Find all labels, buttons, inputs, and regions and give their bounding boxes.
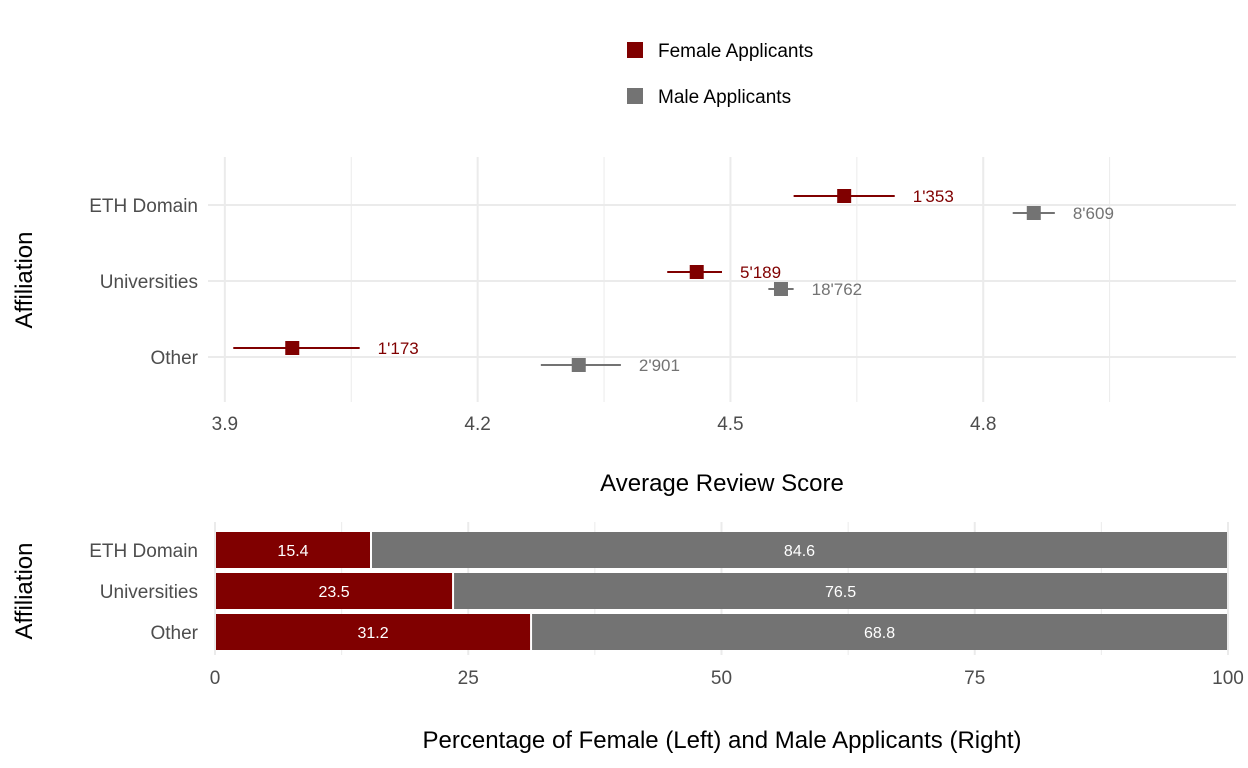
x-tick-4-8: 4.8 xyxy=(970,414,996,435)
percentage-x-ticks: 0 25 50 75 100 xyxy=(210,668,1244,689)
legend-label-female-applicants: Female Applicants xyxy=(658,41,813,62)
count-label-female-applicants-eth-domain: 1'353 xyxy=(913,187,954,206)
y-tick-eth-domain: ETH Domain xyxy=(89,541,198,562)
legend-key-male-applicants xyxy=(627,88,643,104)
y-tick-other: Other xyxy=(150,623,198,644)
x-tick-100: 100 xyxy=(1212,668,1244,689)
x-tick-25: 25 xyxy=(458,668,479,689)
legend-key-female-applicants xyxy=(627,42,643,58)
bar-female-applicants-universities xyxy=(216,573,453,609)
x-tick-4-5: 4.5 xyxy=(717,414,743,435)
count-label-female-applicants-universities: 5'189 xyxy=(740,263,781,282)
review-score-marks: 1'353 5'189 1'173 8'609 18'762 2'901 xyxy=(233,187,1114,375)
legend-label-male-applicants: Male Applicants xyxy=(658,87,791,108)
bar-male-applicants-universities xyxy=(454,573,1227,609)
review-score-y-axis-title: Affiliation xyxy=(11,232,38,329)
bar-female-applicants-other xyxy=(216,614,531,650)
y-tick-universities: Universities xyxy=(100,582,198,603)
bar-label-male-applicants-universities: 76.5 xyxy=(825,584,856,601)
bar-label-female-applicants-universities: 23.5 xyxy=(318,584,349,601)
percentage-bars: 15.4 84.6 23.5 76.5 31.2 68.8 xyxy=(216,532,1227,650)
count-label-male-applicants-universities: 18'762 xyxy=(812,280,863,299)
review-score-x-ticks: 3.9 4.2 4.5 4.8 xyxy=(212,414,997,435)
x-tick-0: 0 xyxy=(210,668,221,689)
bar-female-applicants-eth-domain xyxy=(216,532,371,568)
point-female-applicants-other xyxy=(285,341,300,355)
bar-label-male-applicants-eth-domain: 84.6 xyxy=(784,543,815,560)
point-female-applicants-eth-domain xyxy=(837,189,852,203)
x-tick-3-9: 3.9 xyxy=(212,414,238,435)
bar-male-applicants-other xyxy=(532,614,1227,650)
point-male-applicants-eth-domain xyxy=(1026,206,1041,220)
review-score-y-ticks: ETH Domain Universities Other xyxy=(89,196,198,369)
y-tick-eth-domain: ETH Domain xyxy=(89,196,198,217)
bar-label-male-applicants-other: 68.8 xyxy=(864,625,895,642)
point-male-applicants-universities xyxy=(773,282,788,296)
review-score-gridlines xyxy=(208,157,1236,402)
review-score-panel: 1'353 5'189 1'173 8'609 18'762 2'901 ETH Doma… xyxy=(11,157,1236,497)
review-score-x-axis-title: Average Review Score xyxy=(600,470,844,497)
y-tick-universities: Universities xyxy=(100,272,198,293)
x-tick-4-2: 4.2 xyxy=(464,414,490,435)
percentage-panel: 15.4 84.6 23.5 76.5 31.2 68.8 ETH Domain Unive… xyxy=(11,522,1244,754)
legend: Female Applicants Male Applicants xyxy=(627,41,813,108)
bar-label-female-applicants-other: 31.2 xyxy=(357,625,388,642)
point-male-applicants-other xyxy=(571,358,586,372)
x-tick-75: 75 xyxy=(964,668,985,689)
count-label-male-applicants-eth-domain: 8'609 xyxy=(1073,204,1114,223)
percentage-y-ticks: ETH Domain Universities Other xyxy=(89,541,198,644)
point-female-applicants-universities xyxy=(689,265,704,279)
bar-label-female-applicants-eth-domain: 15.4 xyxy=(277,543,308,560)
bar-male-applicants-eth-domain xyxy=(372,532,1227,568)
y-tick-other: Other xyxy=(150,348,198,369)
percentage-y-axis-title: Affiliation xyxy=(11,543,38,640)
count-label-male-applicants-other: 2'901 xyxy=(639,356,680,375)
x-tick-50: 50 xyxy=(711,668,732,689)
percentage-x-axis-title: Percentage of Female (Left) and Male App… xyxy=(423,727,1022,754)
count-label-female-applicants-other: 1'173 xyxy=(378,339,419,358)
